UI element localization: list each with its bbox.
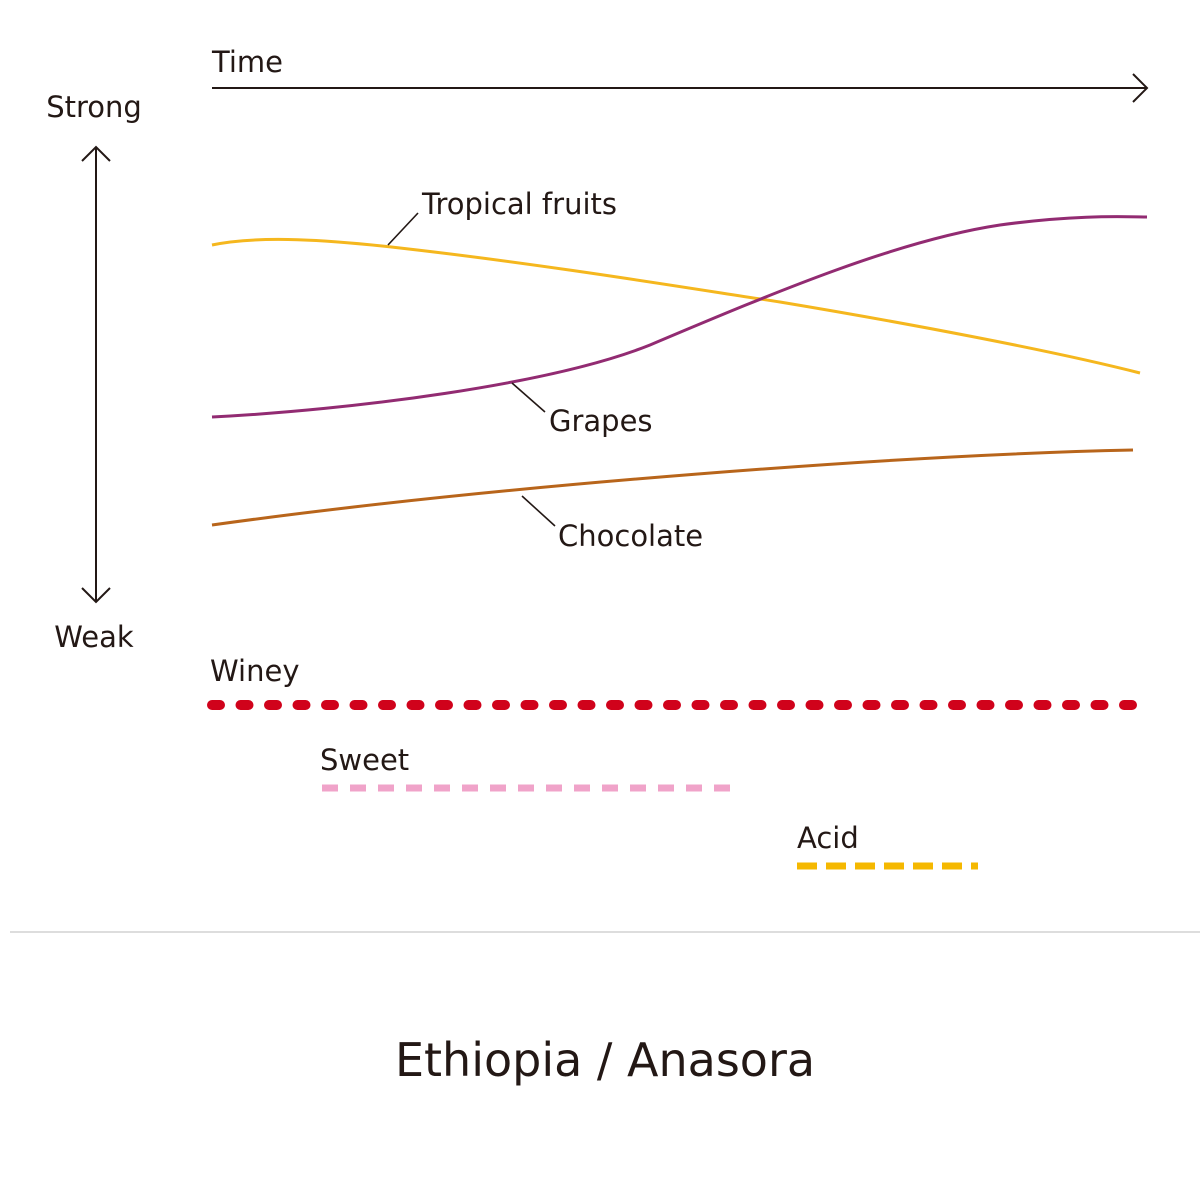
bar-label: Winey (210, 654, 299, 688)
leader-line (511, 382, 546, 413)
bar-label: Sweet (320, 743, 409, 777)
strong-label: Strong (46, 90, 142, 124)
curve-label: Tropical fruits (421, 187, 617, 221)
leader-line (521, 495, 556, 527)
time-arrow (212, 73, 1149, 103)
curve-label: Grapes (549, 404, 653, 438)
intensity-arrow (81, 145, 111, 604)
leader-line (387, 212, 419, 246)
curve-label: Chocolate (558, 519, 703, 553)
chocolate-curve (211, 448, 1134, 527)
weak-label: Weak (54, 620, 134, 654)
grapes-curve (211, 215, 1148, 419)
tropical-curve (211, 237, 1141, 375)
bar-label: Acid (797, 821, 859, 855)
time-label: Time (211, 45, 283, 79)
title: Ethiopia / Anasora (395, 1033, 815, 1087)
